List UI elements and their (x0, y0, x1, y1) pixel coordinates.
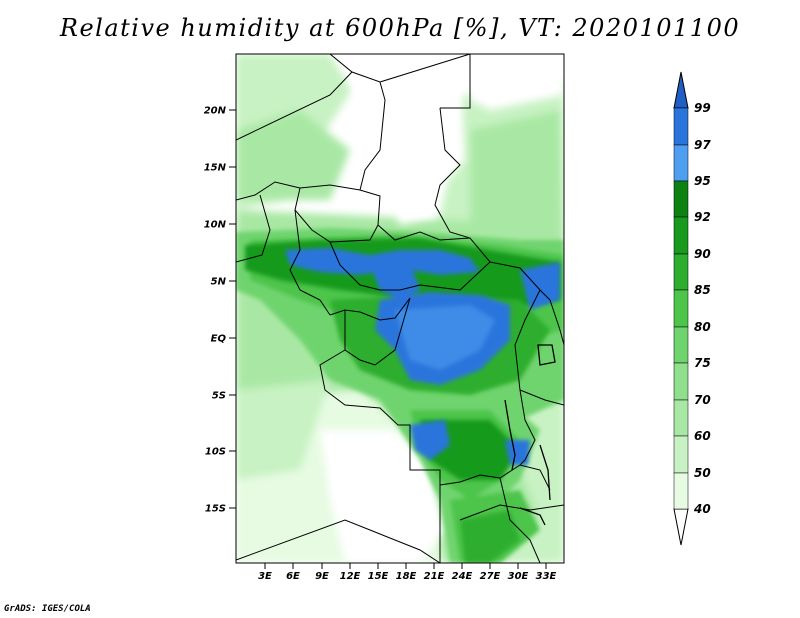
lon-tick-27e: 27E (480, 563, 501, 582)
lon-tick-label: 15E (368, 571, 389, 582)
lon-tick-label: 9E (315, 571, 329, 582)
colorbar-label: 95 (694, 174, 711, 188)
longitude-axis: 3E 6E 9E 12E 15E 18E 21E 24E (258, 563, 557, 582)
colorbar-swatch (673, 144, 689, 182)
colorbar-label: 75 (694, 356, 711, 370)
lon-tick-label: 12E (340, 571, 361, 582)
colorbar-label: 70 (694, 393, 711, 407)
lon-tick-24e: 24E (452, 563, 473, 582)
lon-tick-15e: 15E (368, 563, 389, 582)
lat-tick-10n: 10N (204, 220, 236, 231)
lat-tick-label: 5S (212, 391, 226, 402)
colorbar-arrow-bottom (673, 508, 689, 546)
colorbar-swatch (673, 326, 689, 364)
lon-tick-6e: 6E (286, 563, 300, 582)
colorbar-label: 99 (694, 101, 711, 115)
lon-tick-33e: 33E (536, 563, 557, 582)
colorbar: 99 97 95 92 90 85 80 75 70 60 50 40 (673, 71, 711, 546)
colorbar-swatch (673, 253, 689, 291)
lat-tick-15n: 15N (204, 163, 236, 174)
lon-tick-label: 24E (452, 571, 473, 582)
colorbar-swatch (673, 362, 689, 401)
lat-tick-label: 10N (204, 220, 227, 231)
map-frame (235, 53, 565, 564)
lon-tick-label: 18E (396, 571, 417, 582)
lat-tick-label: 15S (205, 504, 226, 515)
lat-tick-label: EQ (211, 334, 227, 345)
colorbar-swatch (673, 107, 689, 146)
lon-tick-12e: 12E (340, 563, 361, 582)
colorbar-swatch (673, 180, 689, 218)
colorbar-label: 80 (694, 320, 711, 334)
lat-tick-15s: 15S (205, 504, 236, 515)
chart-title: Relative humidity at 600hPa [%], VT: 202… (59, 14, 741, 42)
latitude-axis: 20N 15N 10N 5N EQ 5S 10S 15S (204, 106, 236, 515)
colorbar-label: 92 (694, 210, 711, 224)
lon-tick-30e: 30E (508, 563, 529, 582)
colorbar-label: 85 (694, 283, 711, 297)
lon-tick-label: 33E (536, 571, 557, 582)
humidity-shading-dry (320, 55, 564, 563)
lon-tick-label: 21E (424, 571, 445, 582)
lon-tick-9e: 9E (315, 563, 329, 582)
lat-tick-label: 10S (205, 447, 226, 458)
lon-tick-label: 6E (286, 571, 300, 582)
lat-tick-label: 15N (204, 163, 227, 174)
country-boundaries (236, 54, 564, 563)
colorbar-label: 40 (693, 502, 711, 516)
lon-tick-label: 3E (258, 571, 272, 582)
colorbar-label: 50 (694, 466, 711, 480)
colorbar-label: 90 (694, 247, 711, 261)
lon-tick-label: 30E (508, 571, 529, 582)
lakes (504, 344, 556, 526)
humidity-field (236, 54, 564, 563)
lat-tick-10s: 10S (205, 447, 236, 458)
colorbar-label: 97 (694, 138, 711, 152)
lon-tick-21e: 21E (424, 563, 445, 582)
credit-text: GrADS: IGES/COLA (4, 604, 91, 614)
colorbar-swatch (673, 435, 689, 474)
lat-tick-label: 20N (204, 106, 227, 117)
colorbar-swatch (673, 399, 689, 437)
lon-tick-18e: 18E (396, 563, 417, 582)
lat-tick-eq: EQ (211, 334, 236, 345)
colorbar-swatch (673, 216, 689, 255)
colorbar-swatch (673, 289, 689, 328)
lon-tick-3e: 3E (258, 563, 272, 582)
lon-tick-label: 27E (480, 571, 501, 582)
colorbar-arrow-top (673, 71, 689, 109)
lat-tick-20n: 20N (204, 106, 236, 117)
colorbar-label: 60 (694, 429, 711, 443)
lat-tick-5s: 5S (212, 391, 236, 402)
lat-tick-5n: 5N (211, 277, 236, 288)
colorbar-swatch (673, 472, 689, 510)
lat-tick-label: 5N (211, 277, 227, 288)
humidity-shading-saturated-light (395, 305, 495, 370)
